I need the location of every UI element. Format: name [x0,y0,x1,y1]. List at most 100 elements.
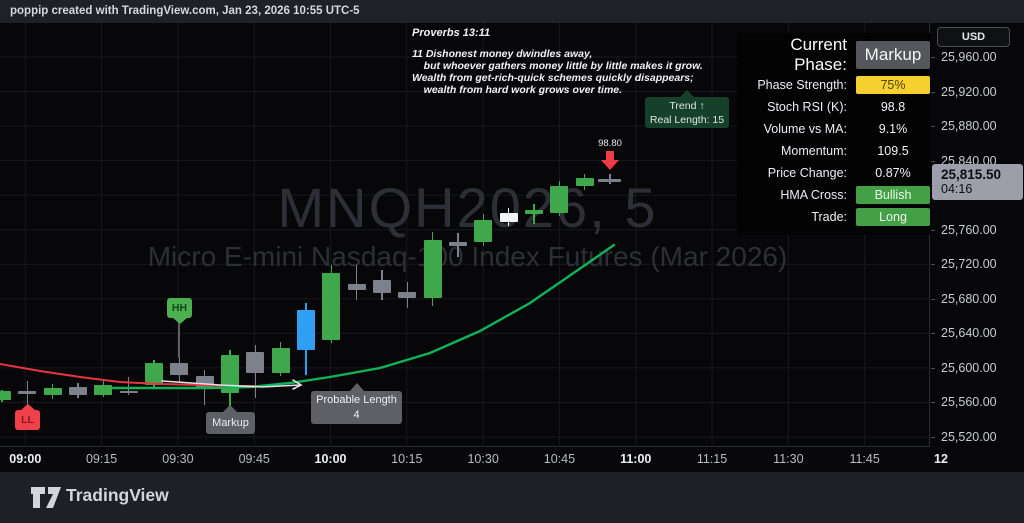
trend-real-length-text: Real Length: 15 [649,114,725,126]
trend-label[interactable]: Trend ↑ Real Length: 15 [645,90,729,128]
trend-pointer [680,90,694,97]
price-axis-tick [931,367,935,369]
ll-pointer [21,404,35,410]
probable-length-label[interactable]: Probable Length 4 [311,383,402,424]
candle-body [170,362,189,375]
footer-bar: TradingView [0,472,1024,523]
candle-body [372,279,391,294]
tradingview-brand-text[interactable]: TradingView [66,485,169,505]
quote-block: Proverbs 13:11 11 Dishonest money dwindl… [412,27,703,96]
hh-text: HH [171,302,188,314]
candle-body [575,177,594,187]
markup-phase-label[interactable]: Markup [206,405,255,434]
price-axis-label: 25,960.00 [941,50,997,64]
time-axis-label: 10:15 [391,452,423,466]
candle-body [246,351,265,374]
candle-body [524,209,543,214]
time-axis[interactable]: 09:00 09:15 09:30 09:45 10:00 10:15 10:30 10:45… [0,447,1024,472]
phase-row-label: Phase Strength: [757,78,847,92]
phase-row-value: 0.87% [875,166,911,180]
time-axis-label: 10:45 [543,452,576,466]
hh-pointer [173,318,187,324]
candle-body [94,385,113,396]
watermark-symbol: MNQH2026, 5 [277,176,658,239]
last-price-badge: 25,815.50 04:16 [932,163,1023,200]
signal-price-label: 98.80 [598,138,622,149]
candle-body [195,376,214,388]
probable-length-value: 4 [353,409,360,421]
price-axis-label: 25,760.00 [941,222,997,237]
price-axis-tick [931,229,935,231]
phase-row-value: 109.5 [877,144,909,158]
phase-panel-row: Trade: Long [743,206,930,228]
probable-length-text: Probable Length [316,394,397,406]
time-axis-label: 10:00 [314,452,347,466]
phase-row-value: 75% [856,76,930,94]
candle-body [18,391,37,394]
phase-row-label: Stoch RSI (K): [767,100,847,114]
candle-body [499,212,518,222]
trend-direction-text: Trend ↑ [669,100,705,112]
phase-panel-row: Current Phase: Markup [743,35,930,74]
quote-line: Wealth from get-rich-quick schemes quick… [412,72,694,84]
price-axis-tick [931,402,935,404]
price-axis-tick [931,333,935,335]
time-axis-label: 09:30 [162,452,194,466]
markup-pointer [223,405,237,412]
price-axis-tick [931,57,935,58]
candle-wick [355,265,358,301]
time-axis-label: 09:15 [85,452,118,466]
quote-line: but whoever gathers money little by litt… [412,60,703,72]
last-price-value: 25,815.50 [941,166,1002,182]
time-axis-label: 12 [934,452,948,466]
price-axis-label: 25,680.00 [941,291,997,306]
phase-row-label: Current Phase: [790,35,847,74]
current-phase-panel: Current Phase: Markup Phase Strength: 75% St… [737,33,934,235]
phase-row-label: Price Change: [767,166,847,180]
phase-row-value: 9.1% [878,122,908,136]
quote-line: 11 Dishonest money dwindles away, [412,48,593,60]
tradingview-logo-icon[interactable] [30,486,62,509]
price-axis-tick [931,264,935,266]
phase-row-value: Long [856,208,930,226]
price-axis-tick [931,298,935,300]
phase-row-value: 98.8 [880,100,906,114]
higher-high-label[interactable]: HH [167,298,192,324]
lower-low-label[interactable]: LL [15,404,40,430]
hh-connector-line [178,322,180,358]
time-axis-label: 09:45 [238,452,270,466]
candle-body [448,241,467,247]
candle-wick [533,203,535,225]
currency-button[interactable]: USD [937,27,1010,47]
candle-body [474,219,493,242]
candle-body [423,240,442,298]
phase-panel-row: Phase Strength: 75% [743,74,930,96]
price-axis-label: 25,880.00 [941,119,997,134]
phase-panel-row: Stoch RSI (K): 98.8 [743,96,930,118]
phase-row-label: HMA Cross: [780,188,847,202]
time-axis-label: 11:45 [849,452,880,466]
phase-row-label: Volume vs MA: [763,122,847,136]
quote-title: Proverbs 13:11 [412,27,491,39]
candle-body [347,284,366,291]
price-axis-label: 25,920.00 [941,84,997,99]
price-axis-tick [931,91,935,93]
candle-wick [26,380,29,408]
candle-body [68,386,87,396]
phase-panel-row: Volume vs MA: 9.1% [743,118,930,140]
candle-body [598,178,622,182]
time-axis-label: 09:00 [9,452,42,466]
time-axis-label: 11:30 [773,452,804,466]
attribution-text: poppip created with TradingView.com, Jan… [10,5,360,17]
price-axis-label: 25,640.00 [941,326,997,341]
candle-body [43,387,62,396]
candle-body [119,390,138,394]
candle-body [322,272,341,340]
attribution-bar: poppip created with TradingView.com, Jan… [0,0,1024,23]
markup-text: Markup [212,417,249,429]
candle-body [0,390,11,400]
price-axis[interactable]: USD 25,960.00 25,920.00 25,880.00 25,840.00… [931,23,1024,472]
candle-body [144,362,163,386]
bar-countdown: 04:16 [941,181,973,196]
